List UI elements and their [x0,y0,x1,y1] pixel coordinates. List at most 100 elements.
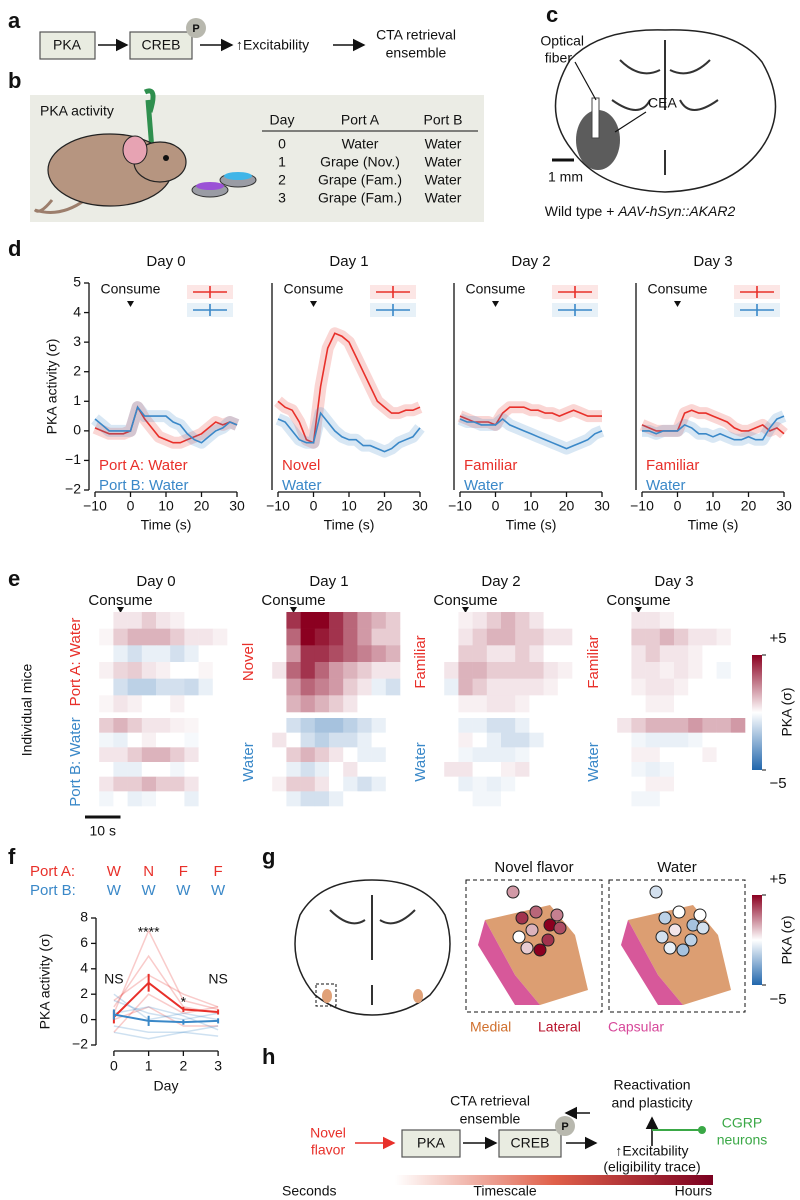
heatmap-cell [557,612,573,629]
event-marker [492,301,499,307]
heatmap-cell [631,776,646,792]
heatmap-cell [659,662,675,679]
heatmap-cell [603,718,618,733]
heatmap-cell [212,776,228,792]
bowl-liquid [196,182,224,190]
heatmap-cell [702,645,717,663]
heatmap-cell [258,678,273,696]
recording-site [649,885,663,899]
heatmap-cell [645,762,661,777]
heatmap-cell [617,662,632,679]
heatmap-cell [486,678,502,696]
heatmap-cell [343,695,358,713]
x-tick-label: 10 [705,498,721,514]
heatmap-cell [286,776,301,792]
y-tick-label: 4 [80,960,88,976]
heatmap-cell [127,718,143,733]
heatmap-cell [444,718,459,733]
heatmap-cell [430,678,445,696]
heatmap-cell [170,762,185,777]
x-tick-label: 0 [492,498,500,514]
heatmap-cell [170,662,185,679]
heatmap-cell [472,628,488,646]
heatmap-cell [329,718,344,733]
colorbar-tick-label: −5 [769,991,786,1008]
table-cell: 2 [278,172,286,188]
label: 1 mm [548,169,583,185]
annotation: Consume [606,592,670,609]
heatmap-cell [515,791,530,807]
heatmap-cell [329,791,344,807]
heatmap-cell [543,776,559,792]
individual-line [113,999,219,1021]
table-cell: Grape (Fam.) [318,172,402,188]
heatmap-cell [286,732,301,748]
heatmap-cell [156,695,171,713]
individual-line [113,1025,219,1037]
heatmap-cell [286,718,301,733]
heatmap-cell [314,762,330,777]
x-tick-label: 2 [179,1058,187,1074]
heatmap-cell [329,678,344,696]
heatmap-cell [444,776,459,792]
heatmap-cell [458,662,473,679]
heatmap-cell [170,747,185,763]
timescale-label: Timescale [473,1183,536,1199]
series-line [459,406,602,426]
legend-label: Water [282,477,321,494]
heatmap-cell [385,695,401,713]
heatmap-cell [472,662,488,679]
heatmap-cell [113,678,128,696]
recording-site [676,943,690,957]
recording-site [668,923,682,937]
heatmap-cell [515,776,530,792]
mouse-tail [33,198,86,214]
table-cell: Water [425,154,462,170]
heatmap-cell [702,612,717,629]
heatmap-cell [730,718,746,733]
heatmap-cell [343,776,358,792]
heatmap-cell [659,776,675,792]
heatmap-cell [212,645,228,663]
row-group-label: Familiar [585,635,602,688]
individual-line [113,993,219,1021]
heatmap-cell [286,747,301,763]
heatmap-cell [515,628,530,646]
heatmap-cell [674,762,689,777]
heatmap-cell [198,612,214,629]
heatmap-cell [258,645,273,663]
heatmap-cell [314,747,330,763]
heatmap-cell [156,612,171,629]
heatmap-cell [674,678,689,696]
x-tick-label: 0 [127,498,135,514]
zoom-box [315,983,337,1007]
heatmap-cell [543,762,559,777]
heatmap-cell [430,718,445,733]
heatmap-cell [458,612,473,629]
heatmap-cell [85,678,100,696]
heatmap-cell [716,628,732,646]
heatmap-cell [716,718,732,733]
heatmap-cell [515,662,530,679]
heatmap-cell [543,791,559,807]
mean-line [113,981,219,1018]
heatmap-cell [258,612,273,629]
individual-line [113,1006,219,1031]
heatmap-cell [430,791,445,807]
optical-fiber [143,88,156,151]
heatmap-cell [258,718,273,733]
heatmap-cell [314,732,330,748]
recording-site [529,905,543,919]
heatmap-cell [557,628,573,646]
heatmap-cell [515,732,530,748]
heatmap-cell [113,718,128,733]
heatmap-cell [141,747,157,763]
recording-site [693,908,707,922]
pointer [614,111,647,133]
heatmap-cell [501,791,516,807]
heatmap-cell [357,612,372,629]
recording-site [696,921,710,935]
heatmap-cell [645,662,661,679]
heatmap-cell [501,776,516,792]
heatmap-cell [631,718,646,733]
